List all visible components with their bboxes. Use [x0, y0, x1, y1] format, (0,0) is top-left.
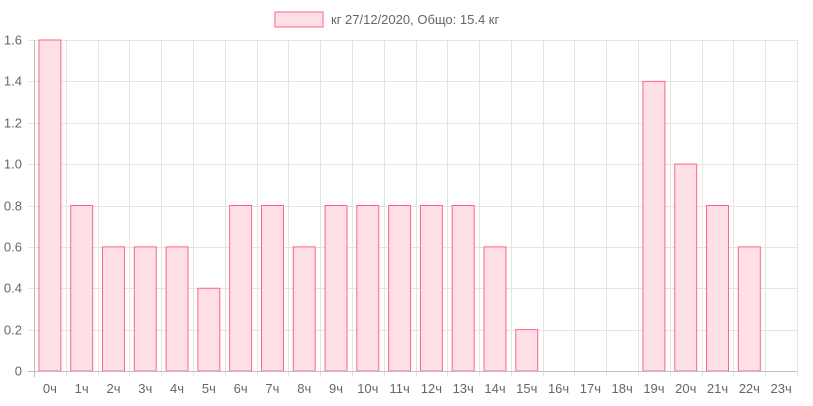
legend-swatch[interactable]	[274, 11, 324, 28]
x-tick-label: 15ч	[516, 381, 537, 396]
y-tick-label: 1.0	[4, 157, 22, 172]
bar-11ч[interactable]	[388, 205, 412, 372]
bar-20ч[interactable]	[674, 163, 698, 372]
bar-9ч[interactable]	[324, 205, 348, 372]
y-tick-label: 0.8	[4, 199, 22, 214]
x-tick-label: 16ч	[548, 381, 569, 396]
x-tick-label: 19ч	[643, 381, 664, 396]
legend-label[interactable]: кг 27/12/2020, Общо: 15.4 кг	[331, 12, 499, 27]
bar-0ч[interactable]	[38, 39, 62, 372]
x-tick-label: 20ч	[675, 381, 696, 396]
y-tick-label: 0.2	[4, 323, 22, 338]
x-tick-label: 2ч	[106, 381, 120, 396]
bar-4ч[interactable]	[165, 246, 189, 372]
x-tick-label: 23ч	[770, 381, 791, 396]
x-tick-label: 17ч	[580, 381, 601, 396]
bar-1ч[interactable]	[70, 205, 94, 372]
bars	[38, 39, 761, 372]
y-tick-label: 1.6	[4, 33, 22, 48]
x-tick-label: 8ч	[297, 381, 311, 396]
bar-22ч[interactable]	[737, 246, 761, 372]
x-tick-label: 0ч	[43, 381, 57, 396]
x-tick-label: 11ч	[389, 381, 409, 396]
grid-lines	[28, 40, 798, 377]
bar-21ч[interactable]	[706, 205, 729, 372]
x-tick-label: 22ч	[739, 381, 760, 396]
x-tick-label: 5ч	[202, 381, 216, 396]
axes: 0 0.2 0.4 0.6 0.8 1.0 1.2 1.4 1.6 0ч 1ч 2ч 3ч 4ч 5ч 6ч 7…	[4, 33, 797, 396]
bar-5ч[interactable]	[197, 287, 221, 372]
x-tick-label: 13ч	[453, 381, 474, 396]
bar-8ч[interactable]	[292, 246, 316, 372]
bar-19ч[interactable]	[642, 80, 666, 372]
legend[interactable]: кг 27/12/2020, Общо: 15.4 кг	[274, 11, 499, 28]
x-tick-label: 4ч	[170, 381, 184, 396]
x-tick-label: 21ч	[707, 381, 728, 396]
bar-3ч[interactable]	[133, 246, 157, 372]
x-tick-label: 14ч	[484, 381, 505, 396]
x-tick-label: 12ч	[421, 381, 442, 396]
x-tick-label: 9ч	[329, 381, 343, 396]
bar-10ч[interactable]	[356, 205, 380, 372]
x-tick-label: 1ч	[75, 381, 89, 396]
x-tick-label: 10ч	[357, 381, 378, 396]
bar-2ч[interactable]	[102, 246, 125, 372]
y-tick-label: 0.6	[4, 240, 22, 255]
bar-14ч[interactable]	[483, 246, 507, 372]
x-tick-label: 18ч	[612, 381, 633, 396]
y-tick-label: 0	[15, 364, 22, 379]
bar-15ч[interactable]	[515, 329, 539, 372]
x-tick-label: 6ч	[234, 381, 248, 396]
y-tick-label: 1.2	[4, 116, 22, 131]
bar-12ч[interactable]	[419, 205, 443, 372]
bar-6ч[interactable]	[229, 205, 253, 372]
y-tick-label: 1.4	[4, 74, 22, 89]
bar-13ч[interactable]	[451, 205, 475, 372]
bar-7ч[interactable]	[260, 205, 284, 372]
x-tick-label: 7ч	[265, 381, 279, 396]
y-tick-label: 0.4	[4, 281, 22, 296]
x-tick-label: 3ч	[138, 381, 152, 396]
